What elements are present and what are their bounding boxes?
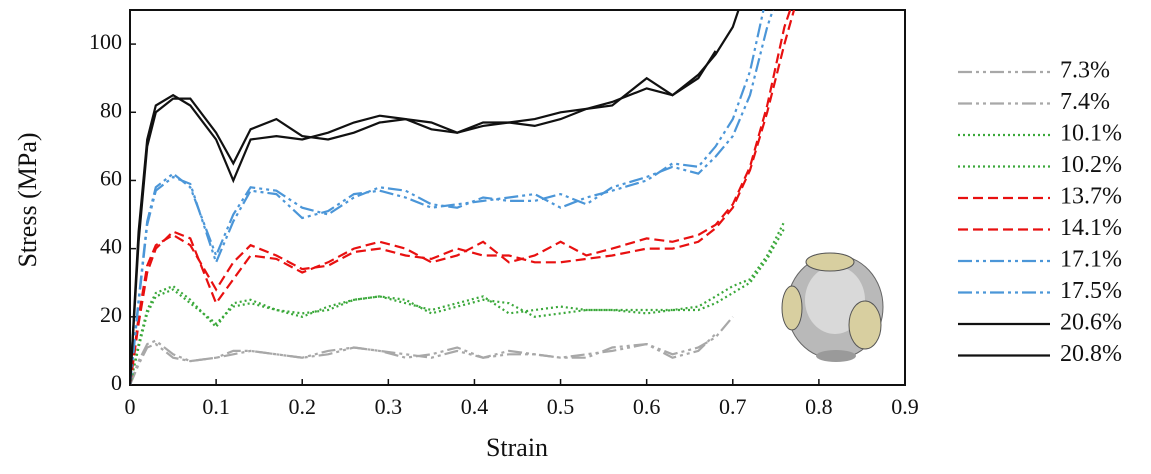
y-tick-label: 0 <box>111 370 122 395</box>
x-tick-label: 0.6 <box>633 394 661 419</box>
legend-label: 7.3% <box>1060 58 1110 84</box>
y-axis-title: Stress (MPa) <box>13 132 42 267</box>
legend-label: 7.4% <box>1060 89 1110 115</box>
x-tick-label: 0.7 <box>719 394 747 419</box>
legend-label: 10.1% <box>1060 121 1122 147</box>
x-tick-label: 0.1 <box>202 394 230 419</box>
y-tick-label: 100 <box>89 29 122 54</box>
series-line <box>130 10 796 385</box>
series-line <box>130 333 717 385</box>
legend-label: 20.6% <box>1060 310 1122 336</box>
legend-label: 17.5% <box>1060 278 1122 304</box>
series-line <box>130 10 792 385</box>
plot-frame <box>129 9 906 386</box>
series-line <box>130 10 775 385</box>
series-line <box>130 227 786 385</box>
y-tick-label: 80 <box>100 97 122 122</box>
legend-label: 10.2% <box>1060 152 1122 178</box>
x-tick-label: 0.8 <box>805 394 833 419</box>
legend-label: 17.1% <box>1060 247 1122 273</box>
series-line <box>130 220 786 385</box>
x-tick-label: 0 <box>125 394 136 419</box>
x-tick-label: 0.5 <box>547 394 575 419</box>
legend-label: 20.8% <box>1060 341 1122 367</box>
x-tick-label: 0.3 <box>375 394 403 419</box>
x-tick-label: 0.2 <box>288 394 316 419</box>
series-line <box>130 316 734 385</box>
y-tick-label: 20 <box>100 302 122 327</box>
plot-area <box>130 10 796 385</box>
inset-cell-image <box>781 252 884 362</box>
y-tick-label: 40 <box>100 234 122 259</box>
x-tick-label: 0.4 <box>461 394 489 419</box>
legend-label: 13.7% <box>1060 184 1122 210</box>
legend-label: 14.1% <box>1060 215 1122 241</box>
series-line <box>130 10 765 385</box>
x-tick-label: 0.9 <box>891 394 919 419</box>
series-line <box>130 10 740 385</box>
y-tick-label: 60 <box>100 166 122 191</box>
series-line <box>130 50 717 385</box>
x-axis-title: Strain <box>486 433 548 462</box>
